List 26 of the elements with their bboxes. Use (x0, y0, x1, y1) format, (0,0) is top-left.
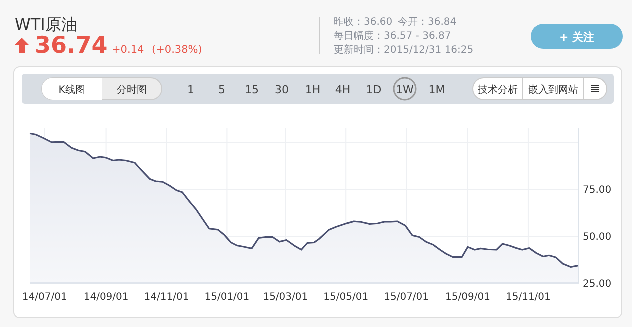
y-tick-label: 75.00 (583, 185, 612, 196)
text: +0.14 (112, 44, 144, 56)
text: 分时图 (117, 84, 147, 96)
text: 今开：36.84 (398, 16, 457, 28)
text: 昨收：36.60 (334, 16, 393, 28)
x-tick-label: 15/05/01 (324, 292, 369, 303)
text: (+0.38%) (152, 44, 202, 56)
chart-title: WTI原油 (15, 15, 78, 34)
text: K线图 (58, 84, 86, 96)
text: 嵌入到网站 (528, 84, 578, 96)
x-tick-label: 15/11/01 (506, 292, 551, 303)
text: 更新时间：2015/12/31 16:25 (334, 44, 474, 56)
text: 36.74 (35, 33, 108, 59)
text: + 关注 (559, 31, 595, 44)
y-tick-label: 25.00 (583, 278, 612, 290)
y-tick-label: 50.00 (583, 232, 612, 244)
text: 每日幅度：36.57 - 36.87 (334, 30, 452, 42)
x-tick-label: 15/01/01 (204, 292, 250, 303)
text: 1 5 15 30 1H 4H 1D 1W 1M (188, 84, 446, 96)
x-tick-label: 14/09/01 (84, 292, 129, 303)
x-tick-label: 15/07/01 (384, 292, 430, 303)
x-tick-label: 15/09/01 (446, 292, 490, 303)
x-tick-label: 15/03/01 (263, 292, 308, 303)
x-tick-label: 14/11/01 (144, 292, 190, 303)
x-tick-label: 14/07/01 (22, 292, 68, 303)
text: 技术分析 (477, 84, 518, 96)
